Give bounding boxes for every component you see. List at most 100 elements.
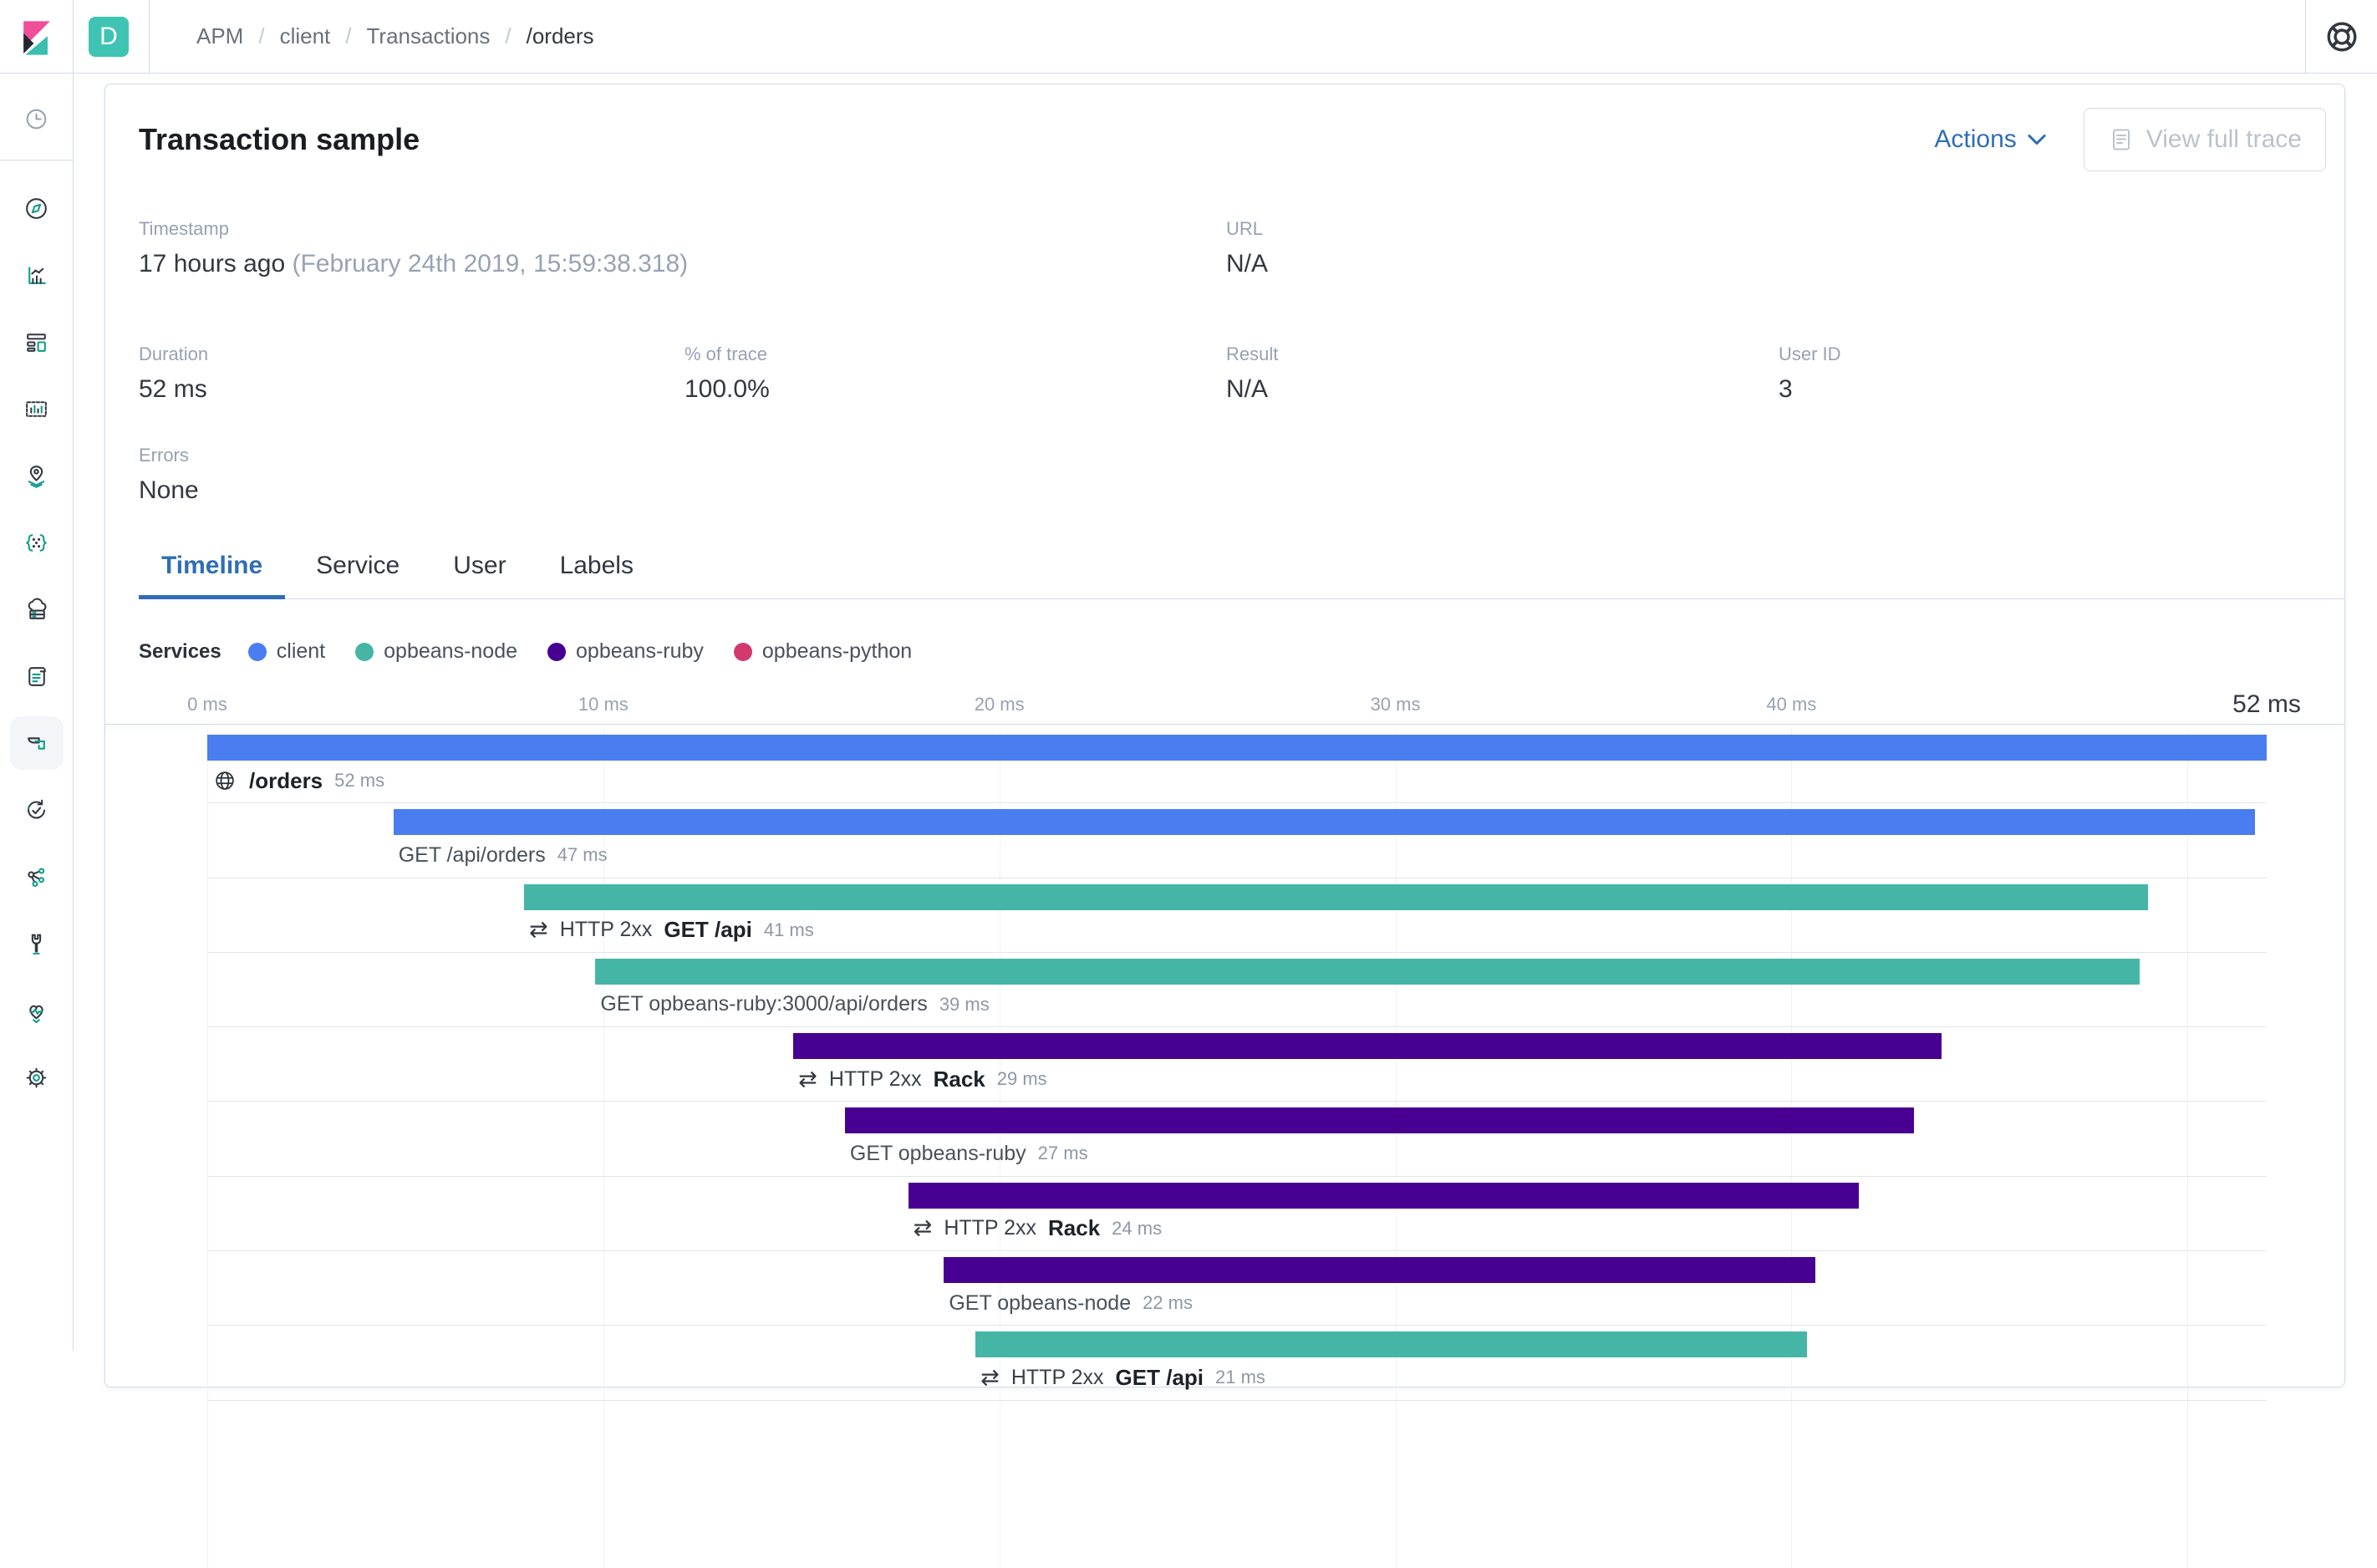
waterfall-row[interactable]: /orders 52 ms <box>207 729 2267 803</box>
sidebar-item-logs[interactable] <box>10 649 64 703</box>
transaction-sample-panel: Transaction sample Actions View full tra… <box>104 84 2345 1387</box>
waterfall-row-label[interactable]: GET /api/orders 47 ms <box>394 841 608 869</box>
waterfall-bar[interactable] <box>394 809 2255 835</box>
sidebar-item-management[interactable] <box>10 1051 64 1104</box>
transaction-name: /orders <box>249 768 323 794</box>
legend-label: opbeans-node <box>384 639 517 664</box>
span-type-label: HTTP 2xx <box>560 918 653 942</box>
duration-label: 29 ms <box>997 1068 1047 1090</box>
meta-label: User ID <box>1779 344 2344 365</box>
span-type-label: HTTP 2xx <box>1011 1366 1104 1390</box>
waterfall-row[interactable]: GET opbeans-ruby:3000/api/orders 39 ms <box>207 953 2267 1027</box>
breadcrumb-item-transactions[interactable]: Transactions <box>367 23 491 49</box>
axis-tick: 30 ms <box>1371 694 1421 715</box>
meta-value: None <box>139 476 685 505</box>
waterfall-row-label[interactable]: GET opbeans-node 22 ms <box>944 1289 1193 1317</box>
monitoring-icon <box>23 997 50 1025</box>
waterfall-row[interactable]: GET opbeans-node 22 ms <box>207 1251 2267 1326</box>
view-full-trace-button[interactable]: View full trace <box>2084 108 2326 171</box>
duration-label: 47 ms <box>557 844 608 866</box>
tab-user[interactable]: User <box>430 552 528 598</box>
legend-dot <box>734 643 752 661</box>
breadcrumb-item-client[interactable]: client <box>280 23 331 49</box>
actions-menu-button[interactable]: Actions <box>1934 125 2046 154</box>
duration-label: 22 ms <box>1143 1292 1193 1314</box>
axis-divider <box>105 724 2344 725</box>
transaction-name: GET /api <box>664 917 751 943</box>
sidebar-item-uptime[interactable] <box>10 783 64 837</box>
sidebar-item-discover[interactable] <box>10 181 64 235</box>
axis-tick: 0 ms <box>187 694 227 715</box>
sidebar-item-maps[interactable] <box>10 449 64 502</box>
waterfall-row-label[interactable]: GET opbeans-ruby:3000/api/orders 39 ms <box>595 990 989 1019</box>
waterfall-row[interactable]: GET opbeans-ruby 27 ms <box>207 1102 2267 1176</box>
span-name: GET /api/orders <box>399 843 546 868</box>
legend-dot <box>248 643 267 661</box>
page-title: Transaction sample <box>139 122 420 157</box>
actions-label: Actions <box>1934 125 2016 154</box>
waterfall-bar[interactable] <box>793 1033 1942 1059</box>
span-type-label: HTTP 2xx <box>944 1216 1036 1240</box>
sidebar-item-graph[interactable] <box>10 850 64 904</box>
breadcrumb-separator: / <box>505 23 511 49</box>
waterfall-row-label[interactable]: GET opbeans-ruby 27 ms <box>845 1139 1088 1168</box>
space-avatar[interactable]: D <box>89 17 129 57</box>
waterfall-row[interactable]: GET /api/orders 47 ms <box>207 803 2267 878</box>
tab-timeline[interactable]: Timeline <box>139 552 285 598</box>
tab-service[interactable]: Service <box>293 552 422 598</box>
help-icon <box>2324 19 2359 54</box>
tab-labels[interactable]: Labels <box>537 552 656 598</box>
meta-label: Duration <box>139 344 685 365</box>
duration-label: 27 ms <box>1038 1143 1088 1164</box>
help-button[interactable] <box>2305 0 2377 74</box>
waterfall-bar[interactable] <box>845 1107 1914 1133</box>
waterfall-row-label[interactable]: /orders 52 ms <box>207 766 384 795</box>
waterfall-bar[interactable] <box>595 959 2140 985</box>
kibana-logo[interactable] <box>0 0 74 74</box>
graph-icon <box>23 863 50 891</box>
sidebar-item-monitoring[interactable] <box>10 984 64 1037</box>
sidebar-item-apm[interactable] <box>10 716 64 770</box>
waterfall-bar[interactable] <box>207 735 2267 761</box>
sidebar-item-canvas[interactable] <box>10 382 64 435</box>
legend-label: client <box>277 639 325 664</box>
transaction-name: Rack <box>934 1067 985 1092</box>
sidebar-item-dev-tools[interactable] <box>10 917 64 970</box>
duration-label: 39 ms <box>939 994 990 1016</box>
breadcrumb: APM/client/Transactions//orders <box>196 23 594 49</box>
discover-icon <box>23 195 50 222</box>
sidebar-item-infrastructure[interactable] <box>10 583 64 636</box>
sidebar-item-dashboard[interactable] <box>10 315 64 369</box>
duration-label: 52 ms <box>334 770 384 792</box>
merge-icon: ⇄ <box>798 1068 817 1091</box>
waterfall-bar[interactable] <box>975 1331 1807 1357</box>
waterfall-bar[interactable] <box>524 884 2148 910</box>
meta-label: % of trace <box>685 344 1226 365</box>
span-name: GET opbeans-ruby:3000/api/orders <box>600 992 927 1016</box>
sidebar-item-machine-learning[interactable] <box>10 516 64 569</box>
sidebar-item-visualize[interactable] <box>10 248 64 302</box>
waterfall-bar[interactable] <box>944 1257 1815 1283</box>
machine-learning-icon <box>23 529 50 557</box>
breadcrumb-item-apm[interactable]: APM <box>196 23 243 49</box>
waterfall-bar[interactable] <box>909 1183 1859 1209</box>
sidebar-item-recent[interactable] <box>10 92 64 145</box>
span-name: GET opbeans-node <box>949 1291 1131 1316</box>
span-name: GET opbeans-ruby <box>850 1142 1026 1166</box>
axis-total-duration: 52 ms <box>2232 690 2301 719</box>
